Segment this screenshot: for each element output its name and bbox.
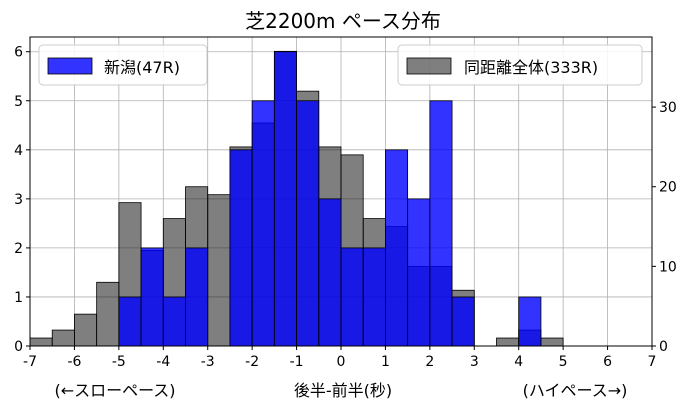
x-tick-label: -3 <box>201 354 215 370</box>
x-axis-ticks: -7 -6 -5 -4 -3 -2 -1 0 1 2 3 4 5 6 7 <box>23 346 656 370</box>
x-axis-label-high-pace: (ハイペース→) <box>523 381 628 400</box>
x-tick-label: -1 <box>290 354 304 370</box>
legend-overall-box <box>397 44 643 86</box>
overall-bar <box>29 337 53 347</box>
legend-niigata-swatch <box>47 57 93 75</box>
x-tick-label: 5 <box>559 354 568 370</box>
left-y-tick-label: 6 <box>14 45 23 61</box>
x-axis-label: 後半-前半(秒) <box>294 381 392 400</box>
niigata-bar <box>385 149 409 347</box>
legend-overall: 同距離全体(333R) <box>397 44 643 86</box>
x-tick-label: 1 <box>381 354 390 370</box>
right-y-tick-label: 30 <box>659 100 677 116</box>
niigata-bar <box>273 51 297 347</box>
x-tick-label: 6 <box>603 354 612 370</box>
x-tick-label: -5 <box>112 354 126 370</box>
overall-bar <box>540 337 564 347</box>
x-tick-label: 4 <box>514 354 523 370</box>
left-y-tick-label: 0 <box>14 339 23 355</box>
right-y-tick-label: 0 <box>659 339 668 355</box>
legend-overall-label: 同距離全体(333R) <box>464 58 598 77</box>
left-y-tick-label: 1 <box>14 290 23 306</box>
overall-bar <box>96 281 120 347</box>
x-tick-label: -2 <box>245 354 259 370</box>
left-y-tick-label: 4 <box>14 143 23 159</box>
left-y-tick-label: 3 <box>14 192 23 208</box>
x-tick-label: -7 <box>23 354 37 370</box>
x-tick-label: 3 <box>470 354 479 370</box>
legend-niigata-box <box>38 44 208 86</box>
right-y-tick-label: 10 <box>659 259 677 275</box>
niigata-bar <box>251 100 275 347</box>
niigata-bar <box>451 296 475 347</box>
x-tick-label: 0 <box>337 354 346 370</box>
niigata-bar <box>229 149 253 347</box>
niigata-bar <box>340 247 364 347</box>
legend-niigata: 新潟(47R) <box>38 44 208 86</box>
x-tick-label: -4 <box>156 354 170 370</box>
x-tick-label: 2 <box>425 354 434 370</box>
legend-overall-swatch <box>406 57 452 75</box>
x-axis-label-slow-pace: (←スローペース) <box>54 381 175 400</box>
niigata-bar <box>118 296 142 347</box>
niigata-bar <box>140 247 164 347</box>
chart-title: 芝2200m ペース分布 <box>245 9 441 33</box>
x-tick-label: -6 <box>67 354 81 370</box>
overall-bar <box>74 313 98 347</box>
legend-niigata-label: 新潟(47R) <box>104 58 180 77</box>
left-y-tick-label: 5 <box>14 94 23 110</box>
niigata-bar <box>429 100 453 347</box>
right-y-tick-label: 20 <box>659 180 677 196</box>
niigata-bar <box>318 198 342 347</box>
niigata-bar <box>407 198 431 347</box>
niigata-bar <box>518 296 542 347</box>
x-tick-label: 7 <box>648 354 657 370</box>
overall-bar <box>207 194 231 347</box>
overall-bar <box>51 329 75 347</box>
left-y-tick-label: 2 <box>14 241 23 257</box>
niigata-bar <box>362 247 386 347</box>
overall-bar <box>496 337 520 347</box>
niigata-bar <box>162 296 186 347</box>
niigata-bar <box>296 100 320 347</box>
left-y-axis-ticks: 0 1 2 3 4 5 6 <box>14 45 30 355</box>
niigata-bar <box>185 247 209 347</box>
right-y-axis-ticks: 0 10 20 30 <box>652 100 677 355</box>
